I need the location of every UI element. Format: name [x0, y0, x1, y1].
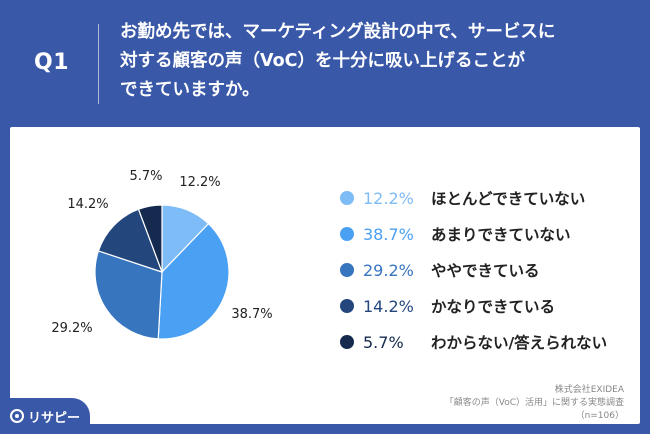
slice-value-label: 38.7% — [231, 307, 272, 322]
pie-slice — [137, 204, 163, 273]
header-divider — [98, 24, 99, 104]
legend-dot — [340, 335, 354, 349]
legend-dot — [340, 227, 354, 241]
risapi-logo-icon — [10, 409, 24, 423]
legend-value: 14.2% — [363, 296, 414, 316]
question-text: お勤め先では、マーケティング設計の中で、サービスに 対する顧客の声（VoC）を十… — [120, 18, 630, 105]
source-note: 株式会社EXIDEA 「顧客の声（VoC）活用」に関する実態調査 （n=106） — [445, 384, 624, 423]
legend-label: かなりできている — [431, 298, 556, 316]
legend-item: 38.7% あまりできていない — [340, 216, 607, 252]
legend-dot — [340, 191, 354, 205]
legend-value: 12.2% — [363, 188, 414, 208]
pie-slice — [97, 208, 164, 273]
legend-value: 29.2% — [363, 260, 414, 280]
slice-value-label: 12.2% — [179, 175, 220, 190]
pie-slice — [157, 222, 230, 340]
legend-label: わからない/答えられない — [431, 334, 608, 352]
legend-dot — [340, 299, 354, 313]
question-line: お勤め先では、マーケティング設計の中で、サービスに — [120, 22, 556, 42]
legend-dot — [340, 263, 354, 277]
pie-slice — [94, 250, 163, 340]
question-header: Q1 お勤め先では、マーケティング設計の中で、サービスに 対する顧客の声（VoC… — [0, 0, 650, 126]
question-number: Q1 — [34, 50, 70, 75]
chart-legend: 12.2% ほとんどできていない 38.7% あまりできていない 29.2% ややできてい… — [340, 180, 607, 360]
slice-value-label: 14.2% — [67, 197, 108, 212]
legend-item: 12.2% ほとんどできていない — [340, 180, 607, 216]
legend-label: ほとんどできていない — [431, 190, 586, 208]
source-survey: 「顧客の声（VoC）活用」に関する実態調査 — [444, 398, 624, 408]
question-line: できていますか。 — [120, 80, 260, 100]
question-line: 対する顧客の声（VoC）を十分に吸い上げることが — [120, 51, 525, 71]
legend-item: 5.7% わからない/答えられない — [340, 324, 607, 360]
legend-label: ややできている — [431, 262, 540, 280]
logo-text: リサピー — [28, 410, 81, 426]
slice-value-label: 5.7% — [129, 169, 162, 184]
legend-value: 5.7% — [363, 332, 404, 352]
brand-logo: リサピー — [0, 398, 90, 434]
legend-value: 38.7% — [363, 224, 414, 244]
source-company: 株式会社EXIDEA — [554, 385, 624, 395]
legend-item: 29.2% ややできている — [340, 252, 607, 288]
legend-item: 14.2% かなりできている — [340, 288, 607, 324]
source-sample: （n=106） — [575, 411, 624, 421]
slice-value-label: 29.2% — [51, 321, 92, 336]
legend-label: あまりできていない — [431, 226, 571, 244]
